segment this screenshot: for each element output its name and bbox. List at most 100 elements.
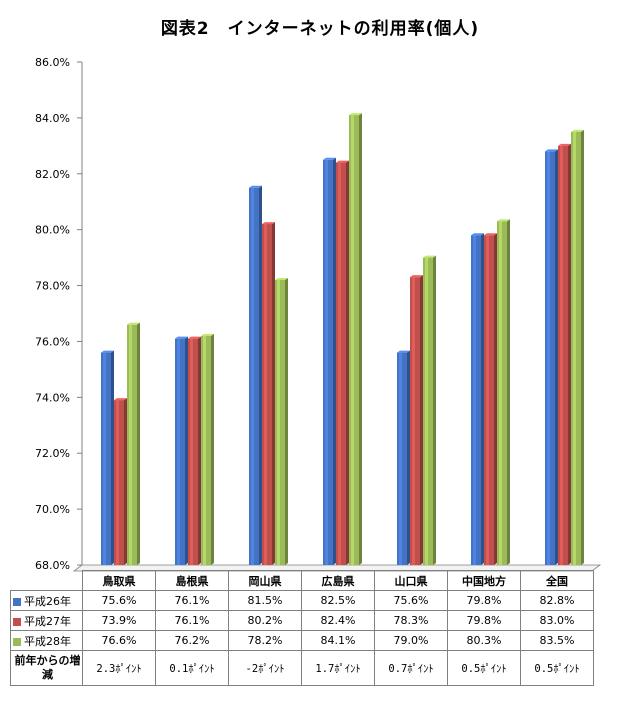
data-label: 79.8%	[447, 610, 521, 631]
bars-group	[101, 113, 584, 566]
data-table: 鳥取県 島根県 岡山県 広島県 山口県 中国地方 全国 平成26年 75.6% …	[10, 570, 594, 686]
bar-side	[346, 160, 349, 565]
y-tick-label: 68.0%	[35, 559, 70, 572]
bar-top	[471, 233, 484, 236]
bar-1-1	[188, 336, 201, 565]
bar-highlight	[251, 187, 254, 565]
bar-top	[336, 160, 349, 163]
bar-0-1	[175, 336, 188, 565]
bar-0-6	[545, 149, 558, 565]
bar-highlight	[277, 279, 280, 565]
bar-2-1	[201, 333, 214, 565]
bar-highlight	[399, 352, 402, 565]
bar-highlight	[129, 324, 132, 565]
bar-2-4	[423, 255, 436, 565]
category-label: 中国地方	[447, 570, 521, 591]
data-label: 76.6%	[82, 630, 156, 651]
category-label: 岡山県	[228, 570, 302, 591]
category-label: 広島県	[301, 570, 375, 591]
table-row-series-0: 平成26年 75.6% 76.1% 81.5% 82.5% 75.6% 79.8…	[10, 590, 594, 611]
bar-0-3	[323, 157, 336, 566]
data-label: 75.6%	[82, 590, 156, 611]
data-label: 79.0%	[374, 630, 448, 651]
bar-1-6	[558, 143, 571, 566]
data-label: 83.5%	[520, 630, 594, 651]
legend-label: 平成28年	[24, 634, 71, 648]
table-row-series-2: 平成28年 76.6% 76.2% 78.2% 84.1% 79.0% 80.3…	[10, 630, 594, 651]
bar-top	[188, 336, 201, 339]
bar-highlight	[425, 257, 428, 565]
y-tick-label: 84.0%	[35, 112, 70, 125]
data-label: 83.0%	[520, 610, 594, 631]
category-label: 山口県	[374, 570, 448, 591]
bar-side	[420, 275, 423, 565]
bar-top	[571, 129, 584, 132]
bar-top	[349, 113, 362, 116]
bar-side	[285, 277, 288, 565]
bar-highlight	[547, 151, 550, 565]
bar-top	[423, 255, 436, 258]
y-tick-label: 80.0%	[35, 224, 70, 237]
bar-0-2	[249, 185, 262, 565]
bar-top	[410, 275, 423, 278]
bar-top	[175, 336, 188, 339]
bar-1-4	[410, 275, 423, 565]
bar-top	[101, 350, 114, 353]
legend-entry: 平成26年	[10, 590, 83, 611]
data-label: 76.1%	[155, 590, 229, 611]
bar-top	[262, 222, 275, 225]
bar-highlight	[573, 131, 576, 565]
bar-top	[127, 322, 140, 325]
bar-1-2	[262, 222, 275, 566]
y-tick-label: 78.0%	[35, 280, 70, 293]
bar-top	[275, 277, 288, 280]
bar-highlight	[190, 338, 193, 565]
data-label: 84.1%	[301, 630, 375, 651]
legend-entry: 平成28年	[10, 630, 83, 651]
bar-side	[185, 336, 188, 565]
bar-side	[124, 398, 127, 565]
data-label: 82.5%	[301, 590, 375, 611]
bar-0-4	[397, 350, 410, 565]
table-row-diff: 前年からの増減 2.3ﾎﾟｲﾝﾄ 0.1ﾎﾟｲﾝﾄ -2ﾎﾟｲﾝﾄ 1.7ﾎﾟｲ…	[10, 650, 594, 686]
bar-side	[259, 185, 262, 565]
y-tick-label: 74.0%	[35, 391, 70, 404]
bar-top	[558, 143, 571, 146]
data-label: 82.8%	[520, 590, 594, 611]
data-label: 80.3%	[447, 630, 521, 651]
bar-highlight	[103, 352, 106, 565]
bar-side	[494, 233, 497, 565]
y-tick-label: 72.0%	[35, 447, 70, 460]
data-label: 78.3%	[374, 610, 448, 631]
bar-side	[211, 333, 214, 565]
bar-1-5	[484, 233, 497, 565]
bar-side	[272, 222, 275, 566]
data-label: 75.6%	[374, 590, 448, 611]
bar-side	[407, 350, 410, 565]
bar-2-3	[349, 113, 362, 565]
bar-side	[507, 219, 510, 566]
bar-top	[114, 398, 127, 401]
table-row-series-1: 平成27年 73.9% 76.1% 80.2% 82.4% 78.3% 79.8…	[10, 610, 594, 631]
bar-1-3	[336, 160, 349, 565]
bar-side	[137, 322, 140, 565]
table-corner	[10, 570, 83, 591]
data-label: 76.1%	[155, 610, 229, 631]
axis-group: 68.0% 70.0% 72.0% 74.0% 76.0% 78.0% 80.0% 82.0%…	[35, 56, 602, 572]
bar-2-2	[275, 277, 288, 565]
bar-side	[359, 113, 362, 565]
chart-title: 図表2 インターネットの利用率(個人)	[160, 19, 480, 39]
y-tick-label: 76.0%	[35, 335, 70, 348]
data-label: 79.8%	[447, 590, 521, 611]
data-label: 78.2%	[228, 630, 302, 651]
bar-highlight	[338, 162, 341, 565]
bar-highlight	[264, 224, 267, 566]
diff-value: 0.5ﾎﾟｲﾝﾄ	[520, 650, 594, 686]
data-label: 81.5%	[228, 590, 302, 611]
bar-0-0	[101, 350, 114, 565]
bar-highlight	[177, 338, 180, 565]
bar-highlight	[473, 235, 476, 565]
bar-top	[201, 333, 214, 336]
bar-side	[555, 149, 558, 565]
